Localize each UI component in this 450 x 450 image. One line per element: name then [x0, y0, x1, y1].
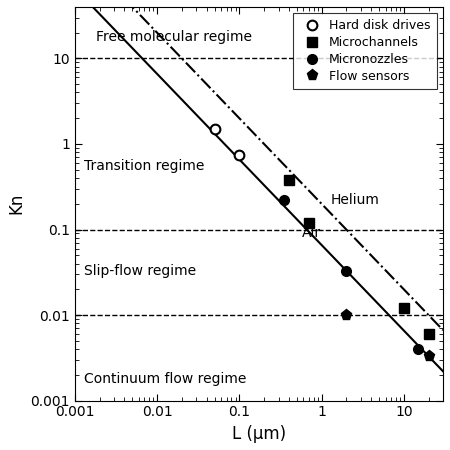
Text: Transition regime: Transition regime [84, 159, 205, 173]
Text: Free molecular regime: Free molecular regime [96, 30, 252, 44]
Y-axis label: Kn: Kn [7, 193, 25, 215]
Text: Slip-flow regime: Slip-flow regime [84, 264, 196, 278]
X-axis label: L (μm): L (μm) [232, 425, 286, 443]
Legend: Hard disk drives, Microchannels, Micronozzles, Flow sensors: Hard disk drives, Microchannels, Microno… [293, 13, 437, 89]
Text: Helium: Helium [331, 193, 380, 207]
Text: Continuum flow regime: Continuum flow regime [84, 372, 247, 386]
Text: Air: Air [302, 226, 321, 240]
